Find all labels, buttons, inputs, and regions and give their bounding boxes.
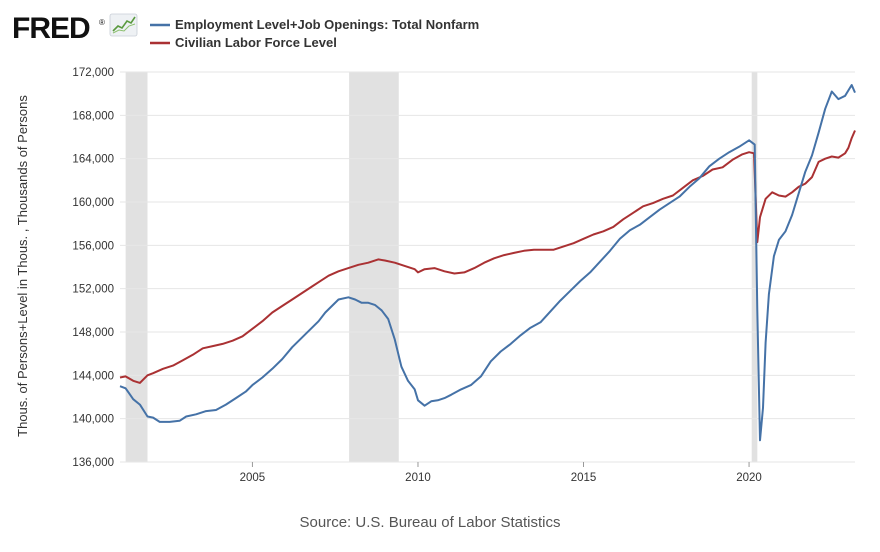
gridlines	[120, 71, 855, 463]
y-axis: 136,000 140,000 144,000 148,000 152,000 156,0…	[72, 67, 114, 469]
fred-logo[interactable]: FRED ®	[12, 12, 138, 45]
recession-band	[125, 72, 148, 462]
legend-label: Employment Level+Job Openings: Total Non…	[175, 17, 479, 32]
recession-band	[751, 72, 758, 462]
recession-shading	[125, 72, 758, 462]
y-tick-label: 168,000	[72, 110, 114, 122]
legend-item-labor-force[interactable]: Civilian Labor Force Level	[150, 35, 337, 50]
series-lines	[119, 84, 856, 442]
series-line-employment	[119, 84, 856, 442]
x-tick-label: 2015	[571, 472, 597, 484]
legend: Employment Level+Job Openings: Total Non…	[150, 17, 479, 50]
registered-mark: ®	[99, 18, 105, 27]
x-tick-label: 2010	[405, 472, 431, 484]
fred-logo-text: FRED	[12, 12, 90, 45]
recession-band	[349, 72, 399, 462]
y-tick-label: 156,000	[72, 240, 114, 252]
y-tick-label: 152,000	[72, 284, 114, 296]
y-axis-title: Thous. of Persons+Level in Thous. , Thou…	[15, 95, 30, 437]
series-line-labor-force	[119, 130, 856, 384]
y-tick-label: 136,000	[72, 457, 114, 469]
legend-item-employment[interactable]: Employment Level+Job Openings: Total Non…	[150, 17, 479, 32]
x-tick-label: 2020	[736, 472, 762, 484]
y-tick-label: 172,000	[72, 67, 114, 79]
x-axis: 2005 2010 2015 2020	[240, 462, 762, 484]
legend-label: Civilian Labor Force Level	[175, 35, 337, 50]
y-tick-label: 148,000	[72, 327, 114, 339]
y-tick-label: 164,000	[72, 154, 114, 166]
y-tick-label: 160,000	[72, 197, 114, 209]
line-chart-icon	[109, 13, 138, 37]
x-tick-label: 2005	[240, 472, 266, 484]
y-tick-label: 144,000	[72, 370, 114, 382]
source-note: Source: U.S. Bureau of Labor Statistics	[300, 514, 561, 531]
y-tick-label: 140,000	[72, 414, 114, 426]
